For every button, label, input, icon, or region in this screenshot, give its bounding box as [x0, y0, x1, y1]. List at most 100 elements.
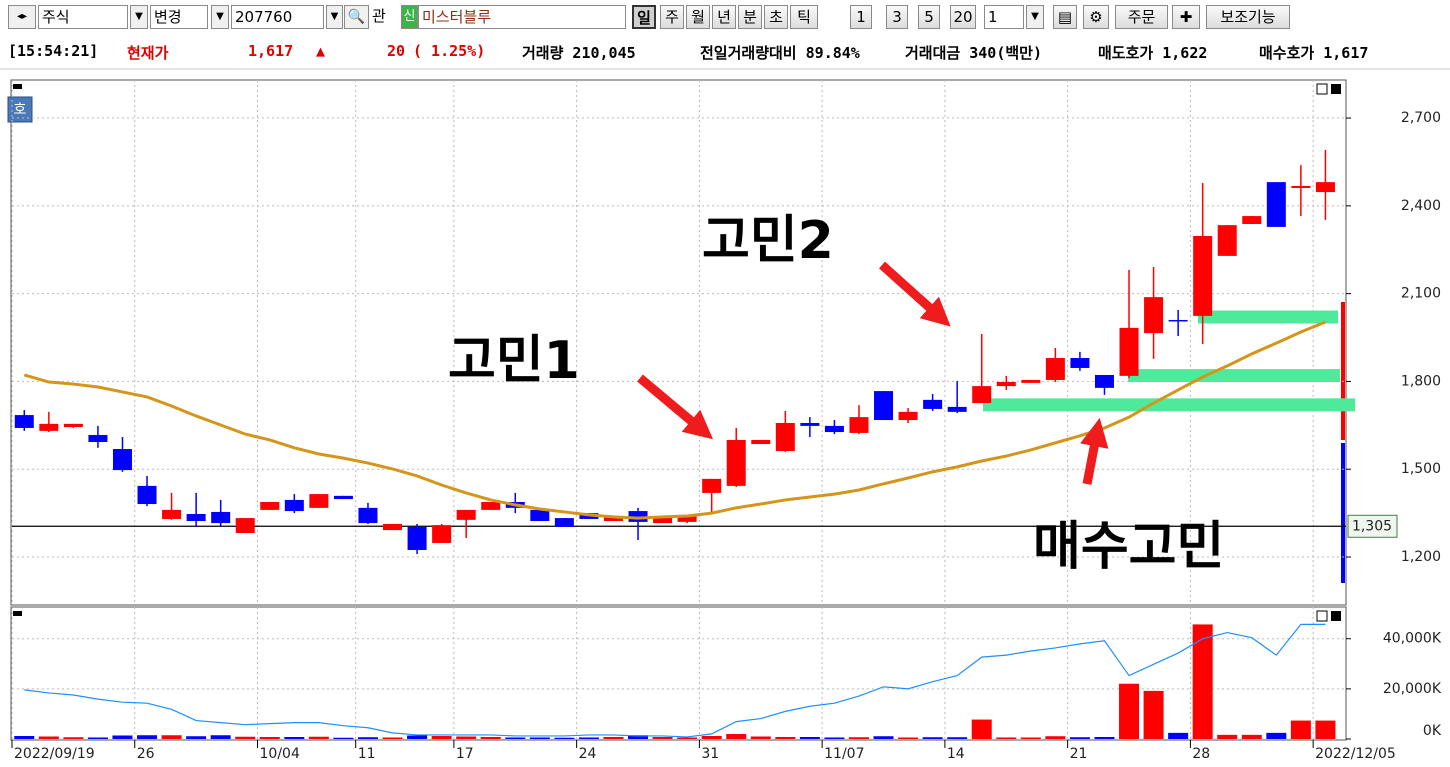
amount: 거래대금 340(백만) [905, 44, 1042, 62]
volume: 거래량 210,045 [522, 44, 636, 62]
badge[interactable]: 호 [14, 102, 27, 118]
plot: 2022/09/19 26 10/04 11 17 24 31 11/07 14 21 28 2022… [11, 80, 1442, 762]
arrow [637, 374, 714, 440]
pane-icon [13, 84, 22, 89]
moving-average [23, 320, 1326, 520]
candle-body [923, 399, 943, 409]
volume-bar [971, 719, 992, 739]
price-position-bar [1341, 443, 1345, 583]
period-button[interactable]: 주 [660, 5, 684, 29]
market-select[interactable]: 주식 [38, 5, 128, 29]
x-tick-label: 10/04 [260, 746, 300, 762]
volume-bar [333, 737, 354, 739]
nav-button[interactable]: ◂▸ [8, 5, 36, 29]
pane-button[interactable] [1316, 610, 1328, 622]
unit-button[interactable]: 20 [950, 5, 976, 29]
period-button[interactable]: 분 [738, 5, 762, 29]
volume-bar [161, 735, 182, 739]
candle-body [63, 423, 83, 428]
dropdown[interactable]: ▼ [326, 5, 343, 29]
candle-body [358, 507, 378, 524]
volume-bar [480, 736, 501, 739]
candle-body [1291, 185, 1311, 188]
candle-body [898, 411, 918, 421]
settings-button[interactable]: ⚙ [1083, 5, 1109, 29]
y-tick-label: 1,200 [1401, 549, 1441, 565]
candle-body [432, 525, 452, 543]
y-tick-label: 0K [1423, 723, 1442, 739]
y-tick-label: 40,000K [1383, 631, 1442, 647]
volume-bar [1045, 736, 1066, 739]
order-button[interactable]: 주문 [1115, 5, 1168, 29]
pane-icon [13, 611, 22, 616]
pane-button[interactable] [1331, 84, 1341, 94]
indicator-button[interactable]: 보조기능 [1206, 5, 1290, 29]
x-tick-label: 21 [1070, 746, 1088, 762]
annotation: 고민2 [702, 211, 834, 271]
bid: 매수호가 1,617 [1259, 44, 1369, 62]
candle-body [628, 511, 648, 522]
candle-body [653, 516, 673, 524]
tool-button[interactable]: ✚ [1172, 5, 1200, 29]
volume-bar [1020, 737, 1041, 739]
volume-bar [603, 736, 624, 739]
candle-body [947, 406, 967, 412]
period-button[interactable]: 초 [764, 5, 788, 29]
count-input[interactable]: 1 [984, 5, 1024, 29]
unit-button[interactable]: 5 [918, 5, 940, 29]
new-badge: 신 [401, 5, 418, 29]
candle-body [1217, 225, 1237, 256]
time: [15:54:21] [8, 42, 99, 60]
y-tick-label: 2,100 [1401, 286, 1441, 302]
candle-body [1242, 216, 1262, 224]
dropdown[interactable]: ▼ [130, 5, 148, 29]
volume-bar [652, 736, 673, 739]
dropdown[interactable]: ▼ [211, 5, 229, 29]
period-button[interactable]: 년 [712, 5, 736, 29]
y-tick-label: 20,000K [1383, 681, 1442, 697]
pane-button[interactable] [1316, 83, 1328, 95]
unit-button[interactable]: 1 [850, 5, 872, 29]
volume-bar [1119, 683, 1140, 739]
candle-body [1070, 358, 1090, 368]
candle-body [456, 509, 476, 520]
volume-bar [677, 737, 698, 739]
volume-bar [750, 736, 771, 739]
period-button[interactable]: 틱 [790, 5, 818, 29]
annotation: 고민1 [448, 331, 580, 391]
y-tick-label: 2,700 [1401, 110, 1441, 126]
code-input[interactable]: 207760 [231, 5, 324, 29]
x-tick-label: 26 [137, 746, 155, 762]
x-tick-label: 2022/12/05 [1315, 746, 1396, 762]
candle-body [112, 449, 132, 471]
candle-body [1168, 319, 1188, 322]
period-button[interactable]: 월 [686, 5, 710, 29]
main-pane [10, 79, 1347, 606]
volume-bar [1192, 624, 1213, 739]
volume-bar [259, 736, 280, 739]
candle-body [775, 422, 795, 452]
related-button[interactable]: 관 [372, 5, 394, 29]
change-select[interactable]: 변경 [150, 5, 208, 29]
candle-body [554, 518, 574, 527]
dropdown[interactable]: ▼ [1026, 5, 1044, 29]
volume-bar [382, 737, 403, 739]
volume-bar [1290, 720, 1311, 739]
buy-zone [983, 398, 1355, 412]
candle-body [603, 516, 623, 522]
volume-bar [1241, 734, 1262, 739]
candle-body [235, 518, 255, 534]
y-tick-label: 1,800 [1401, 373, 1441, 389]
search-button[interactable]: 🔍 [344, 5, 369, 29]
volume-bar [775, 736, 796, 739]
save-button[interactable]: ▤ [1053, 5, 1077, 29]
volume-bar [431, 735, 452, 739]
unit-button[interactable]: 3 [886, 5, 908, 29]
x-tick-label: 31 [701, 746, 719, 762]
volume-bar [529, 737, 550, 739]
candle-body [260, 501, 280, 510]
pane-button[interactable] [1331, 611, 1341, 621]
period-button[interactable]: 일 [632, 5, 656, 29]
volume-bar [1266, 732, 1287, 739]
